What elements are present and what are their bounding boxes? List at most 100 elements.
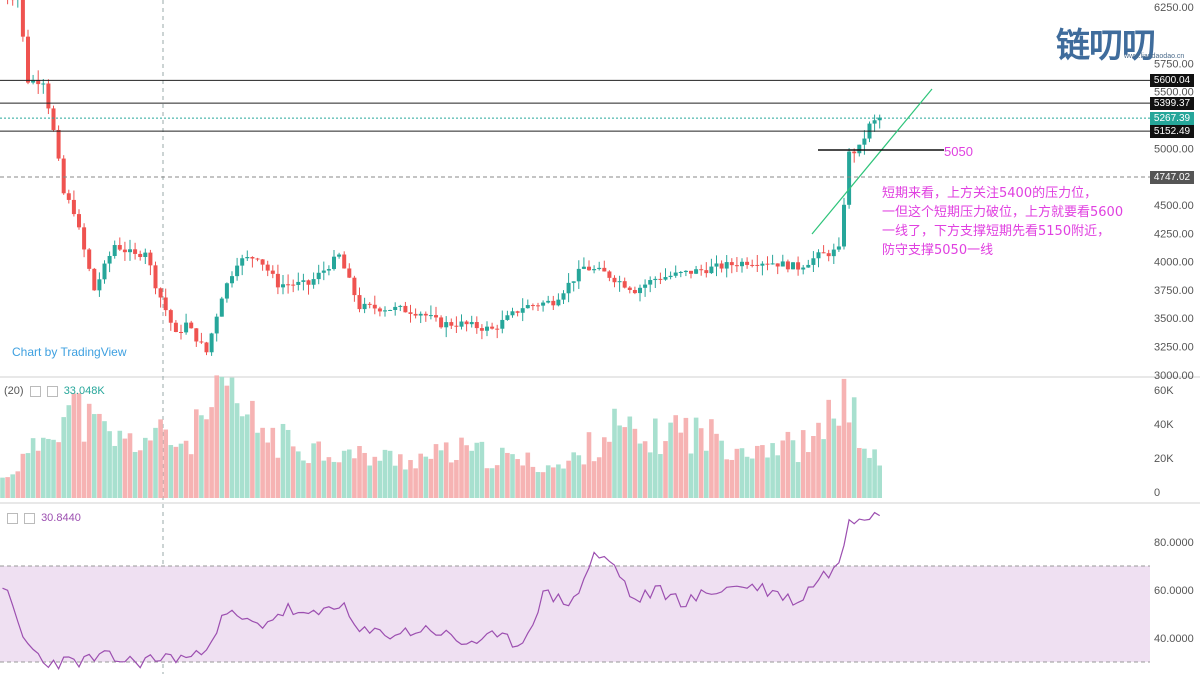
volume-bar	[265, 442, 270, 498]
volume-bar	[290, 446, 296, 498]
volume-bar	[851, 397, 857, 498]
candle-body	[102, 263, 107, 280]
volume-bar	[20, 453, 26, 498]
settings-icon[interactable]	[29, 385, 41, 397]
volume-bar	[51, 439, 56, 498]
candle-body	[337, 254, 342, 257]
candle-body	[296, 281, 301, 285]
close-icon[interactable]	[24, 512, 35, 524]
volume-bar	[765, 457, 770, 498]
candle-body	[77, 214, 81, 228]
candle-body	[714, 263, 719, 267]
volume-bar	[683, 417, 689, 498]
candle-body	[168, 310, 173, 323]
candle-body	[683, 270, 688, 273]
y-axis-tick-label: 80.0000	[1154, 537, 1194, 549]
volume-bar	[398, 454, 403, 498]
y-axis-tick-label: 3000.00	[1154, 370, 1194, 382]
candle-body	[158, 288, 163, 298]
chart-drawings	[811, 88, 944, 235]
volume-bar	[744, 456, 750, 498]
volume-bar	[642, 441, 648, 498]
volume-bar	[433, 444, 439, 498]
close-icon[interactable]	[46, 385, 58, 397]
volume-bar	[275, 457, 281, 498]
candle-body	[291, 284, 296, 286]
candle-body	[576, 268, 581, 282]
volume-bar	[41, 437, 46, 498]
volume-bar	[377, 460, 383, 498]
volume-bar	[209, 407, 214, 498]
candle-body	[653, 278, 658, 281]
volume-bar	[245, 414, 250, 498]
settings-icon[interactable]	[7, 512, 18, 524]
volume-bar	[500, 447, 505, 498]
volume-bar	[194, 409, 199, 498]
candle-body	[194, 328, 199, 342]
candle-body	[209, 333, 214, 353]
candle-body	[785, 261, 790, 270]
candle-body	[801, 267, 806, 270]
volume-bar	[867, 457, 872, 498]
candle-body	[255, 258, 260, 260]
volume-bar	[775, 455, 780, 498]
tradingview-credit[interactable]: Chart by TradingView	[12, 345, 127, 359]
candle-body	[408, 312, 413, 314]
candle-body	[275, 273, 280, 288]
candle-body	[143, 252, 148, 258]
volume-bar	[214, 375, 219, 498]
candle-body	[454, 325, 459, 327]
candle-body	[372, 304, 377, 309]
candle-body	[474, 322, 479, 329]
volume-bar	[153, 427, 158, 498]
volume-bar	[632, 428, 638, 498]
volume-bar	[800, 430, 806, 498]
candle-body	[20, 0, 25, 37]
candles	[7, 0, 882, 356]
volume-bar	[622, 427, 627, 498]
candle-body	[403, 305, 408, 313]
volume-bar	[137, 450, 143, 498]
candle-body	[750, 264, 755, 266]
volume-bar	[357, 446, 362, 498]
volume-bar	[336, 462, 342, 498]
candle-body	[281, 284, 285, 288]
volume-bar	[846, 422, 852, 498]
volume-bar	[836, 425, 842, 498]
candle-body	[765, 263, 770, 265]
volume-bar	[729, 459, 735, 498]
volume-bar	[571, 452, 576, 498]
candle-body	[668, 275, 673, 278]
volume-bar	[530, 466, 536, 498]
volume-bar	[270, 427, 276, 498]
candle-body	[87, 249, 92, 269]
rsi-pane-value: 30.8440	[41, 512, 81, 524]
candle-body	[434, 315, 438, 318]
candle-body	[597, 267, 602, 270]
volume-bar	[811, 435, 816, 498]
candle-body	[413, 313, 418, 316]
volume-bar	[107, 431, 112, 498]
candle-body	[638, 287, 642, 294]
candle-body	[877, 117, 882, 121]
candle-body	[811, 258, 816, 265]
candle-body	[551, 300, 556, 306]
rsi-series-line	[2, 511, 881, 671]
candle-body	[71, 199, 76, 215]
candle-body	[321, 270, 326, 273]
candle-body	[592, 269, 597, 271]
volume-bar	[821, 439, 826, 498]
volume-bar	[326, 457, 332, 498]
candle-body	[602, 267, 607, 272]
candle-body	[842, 204, 846, 247]
volume-bars	[0, 375, 882, 498]
candle-body	[536, 305, 540, 307]
candle-body	[673, 272, 678, 276]
candle-body	[872, 120, 877, 124]
volume-bar	[739, 448, 745, 498]
volume-bar	[556, 464, 561, 498]
candle-body	[51, 108, 56, 130]
volume-bar	[341, 450, 347, 498]
y-axis-tick-label: 60K	[1154, 385, 1174, 397]
